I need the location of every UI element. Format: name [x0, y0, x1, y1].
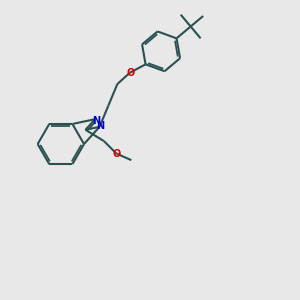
Text: N: N: [96, 121, 104, 131]
Text: O: O: [112, 148, 121, 159]
Text: O: O: [126, 68, 134, 78]
Text: N: N: [92, 116, 100, 126]
